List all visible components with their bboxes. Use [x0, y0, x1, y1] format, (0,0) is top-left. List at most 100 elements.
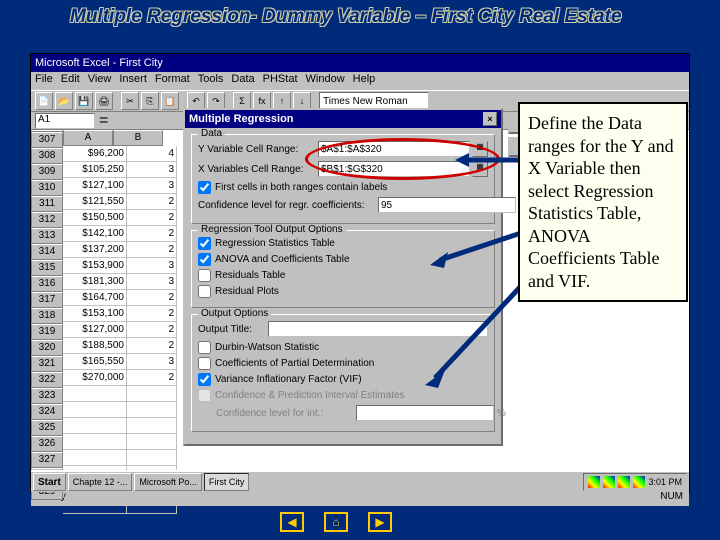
row-header[interactable]: 322: [31, 372, 63, 388]
cell[interactable]: 2: [127, 306, 177, 322]
cell[interactable]: $181,300: [63, 274, 127, 290]
row-header[interactable]: 323: [31, 388, 63, 404]
cell[interactable]: $165,550: [63, 354, 127, 370]
cell[interactable]: 2: [127, 226, 177, 242]
cell[interactable]: $96,200: [63, 146, 127, 162]
cell[interactable]: 3: [127, 354, 177, 370]
task-btn-3[interactable]: First City: [204, 473, 250, 491]
cell[interactable]: $153,100: [63, 306, 127, 322]
regstats-checkbox[interactable]: [198, 237, 211, 250]
row-header[interactable]: 318: [31, 308, 63, 324]
cell[interactable]: 3: [127, 178, 177, 194]
save-icon[interactable]: 💾: [75, 92, 93, 110]
cell[interactable]: [63, 402, 127, 418]
cell[interactable]: [127, 386, 177, 402]
row-header[interactable]: 314: [31, 244, 63, 260]
row-header[interactable]: 316: [31, 276, 63, 292]
cut-icon[interactable]: ✂: [121, 92, 139, 110]
tray-icon-4[interactable]: [633, 476, 645, 488]
cell[interactable]: 2: [127, 194, 177, 210]
menu-edit[interactable]: Edit: [61, 73, 80, 89]
partial-checkbox[interactable]: [198, 357, 211, 370]
cell[interactable]: 2: [127, 370, 177, 386]
copy-icon[interactable]: ⎘: [141, 92, 159, 110]
row-header[interactable]: 310: [31, 180, 63, 196]
excel-menubar[interactable]: File Edit View Insert Format Tools Data …: [31, 72, 689, 90]
anova-checkbox[interactable]: [198, 253, 211, 266]
cell[interactable]: $188,500: [63, 338, 127, 354]
residtable-checkbox[interactable]: [198, 269, 211, 282]
row-header[interactable]: 317: [31, 292, 63, 308]
tray-icon-3[interactable]: [618, 476, 630, 488]
cell[interactable]: 2: [127, 322, 177, 338]
cell[interactable]: [63, 450, 127, 466]
col-b[interactable]: B: [113, 130, 163, 146]
cell[interactable]: 3: [127, 274, 177, 290]
cell[interactable]: [127, 402, 177, 418]
cell[interactable]: 3: [127, 258, 177, 274]
new-icon[interactable]: 📄: [35, 92, 53, 110]
start-button[interactable]: Start: [33, 473, 66, 491]
row-header[interactable]: 324: [31, 404, 63, 420]
cell[interactable]: $121,550: [63, 194, 127, 210]
row-header[interactable]: 319: [31, 324, 63, 340]
row-header[interactable]: 321: [31, 356, 63, 372]
open-icon[interactable]: 📂: [55, 92, 73, 110]
nav-back-icon[interactable]: ◀: [280, 512, 304, 532]
cell[interactable]: $127,000: [63, 322, 127, 338]
paste-icon[interactable]: 📋: [161, 92, 179, 110]
nav-home-icon[interactable]: ⌂: [324, 512, 348, 532]
cell[interactable]: [63, 498, 127, 514]
row-header[interactable]: 320: [31, 340, 63, 356]
labels-checkbox[interactable]: [198, 181, 211, 194]
menu-tools[interactable]: Tools: [198, 73, 224, 89]
conf-input[interactable]: [378, 197, 516, 213]
row-header[interactable]: 327: [31, 452, 63, 468]
vif-checkbox[interactable]: [198, 373, 211, 386]
cell[interactable]: 2: [127, 290, 177, 306]
col-a[interactable]: A: [63, 130, 113, 146]
cell[interactable]: $270,000: [63, 370, 127, 386]
row-header[interactable]: 326: [31, 436, 63, 452]
name-box[interactable]: A1: [35, 113, 95, 129]
menu-view[interactable]: View: [88, 73, 112, 89]
cell[interactable]: $150,500: [63, 210, 127, 226]
task-btn-1[interactable]: Chapte 12 -...: [68, 473, 133, 491]
menu-window[interactable]: Window: [306, 73, 345, 89]
print-icon[interactable]: 🖨: [95, 92, 113, 110]
nav-fwd-icon[interactable]: ▶: [368, 512, 392, 532]
close-icon[interactable]: ×: [483, 112, 497, 126]
cell[interactable]: $153,900: [63, 258, 127, 274]
cell[interactable]: [63, 434, 127, 450]
system-tray[interactable]: 3:01 PM: [583, 473, 687, 491]
menu-format[interactable]: Format: [155, 73, 190, 89]
tray-icon-2[interactable]: [603, 476, 615, 488]
tray-icon-1[interactable]: [588, 476, 600, 488]
dialog-titlebar[interactable]: Multiple Regression ×: [185, 110, 501, 128]
row-header[interactable]: 307: [31, 132, 63, 148]
menu-data[interactable]: Data: [231, 73, 254, 89]
row-header[interactable]: 308: [31, 148, 63, 164]
dw-checkbox[interactable]: [198, 341, 211, 354]
row-header[interactable]: 325: [31, 420, 63, 436]
task-btn-2[interactable]: Microsoft Po...: [134, 473, 202, 491]
cell[interactable]: [127, 434, 177, 450]
cell[interactable]: $105,250: [63, 162, 127, 178]
cell[interactable]: $164,700: [63, 290, 127, 306]
cell[interactable]: 2: [127, 338, 177, 354]
row-header[interactable]: 315: [31, 260, 63, 276]
row-header[interactable]: 311: [31, 196, 63, 212]
residplots-checkbox[interactable]: [198, 285, 211, 298]
menu-help[interactable]: Help: [353, 73, 376, 89]
cell[interactable]: $137,200: [63, 242, 127, 258]
cell[interactable]: 4: [127, 146, 177, 162]
row-header[interactable]: 313: [31, 228, 63, 244]
cell[interactable]: 3: [127, 162, 177, 178]
cell[interactable]: [63, 386, 127, 402]
cell[interactable]: 2: [127, 210, 177, 226]
row-header[interactable]: 312: [31, 212, 63, 228]
cell[interactable]: [63, 418, 127, 434]
menu-file[interactable]: File: [35, 73, 53, 89]
cell[interactable]: $142,100: [63, 226, 127, 242]
cell[interactable]: 2: [127, 242, 177, 258]
